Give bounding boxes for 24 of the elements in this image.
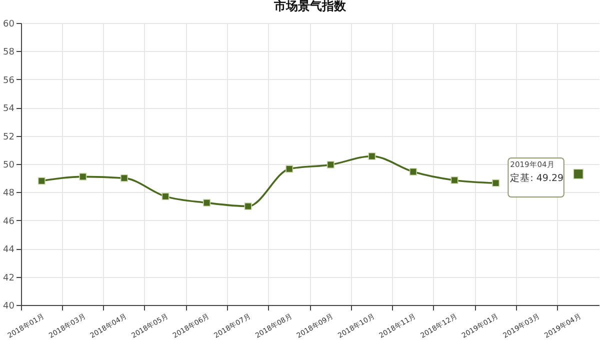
y-tick-label: 60 [3, 20, 15, 30]
y-tick-label: 52 [3, 132, 14, 142]
y-tick-label: 44 [3, 245, 15, 256]
y-tick-label: 42 [3, 273, 14, 284]
y-tick-label: 58 [3, 48, 15, 58]
y-tick-label: 56 [3, 76, 15, 86]
point [38, 177, 46, 185]
point [120, 174, 128, 182]
y-tick-label: 48 [3, 188, 15, 199]
point [368, 152, 376, 160]
point [244, 202, 252, 210]
annotation: 定基: 49.29 [510, 172, 564, 184]
y-tick-label: 54 [3, 104, 15, 114]
y-tick-label: 46 [3, 216, 15, 227]
point [409, 168, 417, 176]
point [203, 199, 211, 207]
y-tick-label: 50 [3, 160, 15, 170]
point [79, 172, 87, 180]
point [162, 192, 170, 200]
point [326, 160, 334, 168]
point [492, 179, 500, 187]
point [450, 176, 458, 184]
y-tick-label: 40 [3, 302, 15, 312]
point [286, 165, 294, 173]
